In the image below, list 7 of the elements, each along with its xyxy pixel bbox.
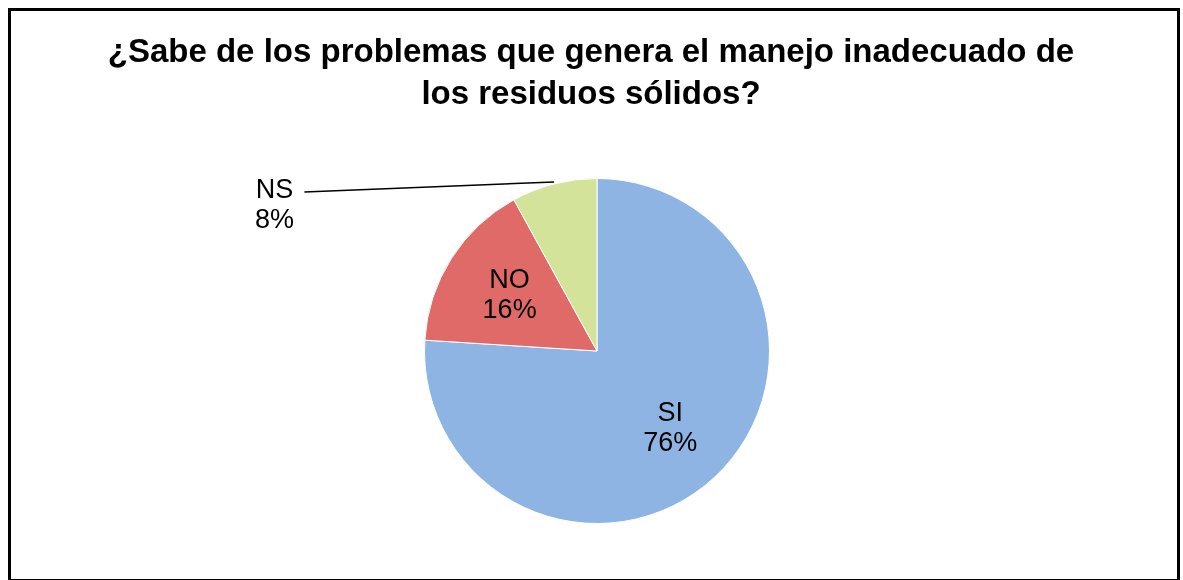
chart-title: ¿Sabe de los problemas que genera el manejo inadecuado de los residuos sólidos? xyxy=(106,31,1076,113)
data-label: 8% xyxy=(254,204,294,235)
data-label: 76% xyxy=(643,427,698,458)
data-label: 16% xyxy=(482,294,537,324)
slice-label: NO xyxy=(489,264,530,294)
slice-label: SI xyxy=(657,397,683,428)
slice-label: NS xyxy=(255,174,294,205)
